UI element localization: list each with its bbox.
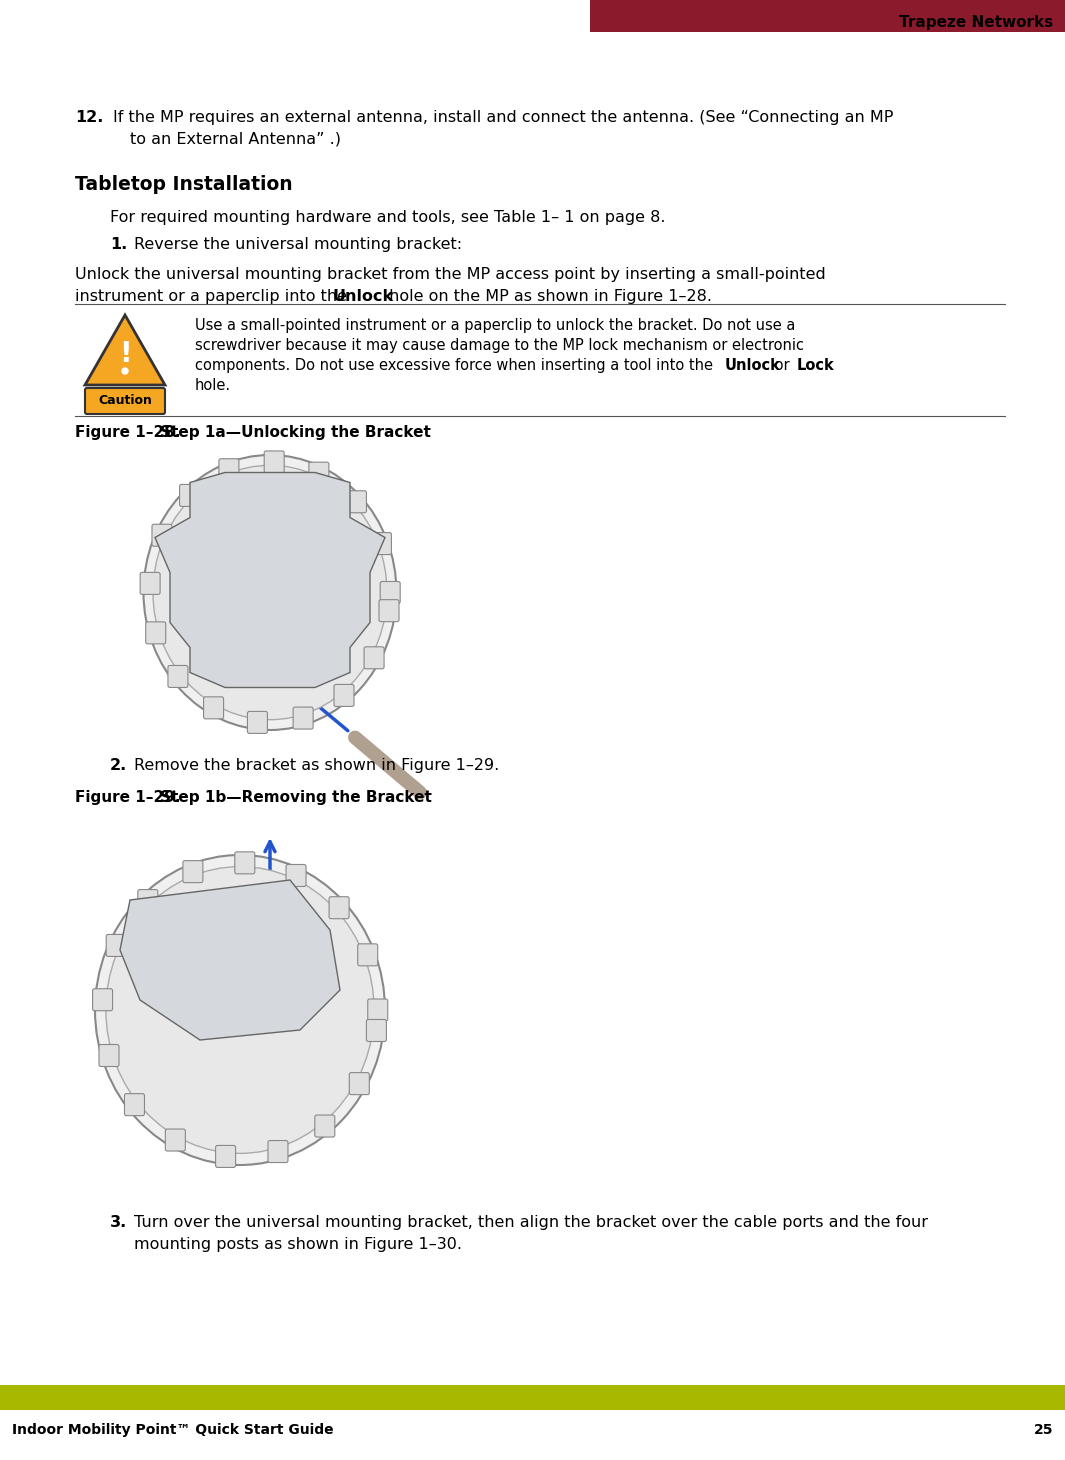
FancyBboxPatch shape	[329, 896, 349, 918]
FancyBboxPatch shape	[380, 581, 400, 603]
FancyBboxPatch shape	[372, 533, 392, 555]
Text: components. Do not use excessive force when inserting a tool into the: components. Do not use excessive force w…	[195, 358, 718, 372]
Text: Lock: Lock	[797, 358, 835, 372]
FancyBboxPatch shape	[349, 1073, 370, 1095]
FancyBboxPatch shape	[309, 463, 329, 485]
Text: Unlock the universal mounting bracket from the MP access point by inserting a sm: Unlock the universal mounting bracket fr…	[75, 267, 825, 282]
Bar	[0, 1386, 1065, 1410]
Text: Step 1a—Unlocking the Bracket: Step 1a—Unlocking the Bracket	[160, 425, 431, 439]
Text: hole on the MP as shown in Figure 1–28.: hole on the MP as shown in Figure 1–28.	[384, 289, 712, 304]
Ellipse shape	[105, 867, 374, 1153]
FancyBboxPatch shape	[168, 666, 187, 688]
FancyBboxPatch shape	[93, 988, 113, 1010]
FancyBboxPatch shape	[379, 600, 399, 622]
Text: hole.: hole.	[195, 378, 231, 393]
FancyBboxPatch shape	[366, 1019, 387, 1041]
FancyBboxPatch shape	[99, 1044, 119, 1066]
Polygon shape	[155, 473, 386, 688]
FancyBboxPatch shape	[334, 685, 354, 707]
FancyBboxPatch shape	[286, 864, 306, 886]
Polygon shape	[85, 315, 165, 385]
FancyBboxPatch shape	[264, 451, 284, 473]
FancyBboxPatch shape	[183, 860, 203, 883]
Text: 12.: 12.	[75, 110, 103, 126]
Text: Turn over the universal mounting bracket, then align the bracket over the cable : Turn over the universal mounting bracket…	[134, 1215, 928, 1229]
Text: mounting posts as shown in Figure 1–30.: mounting posts as shown in Figure 1–30.	[134, 1237, 462, 1253]
Text: or: or	[770, 358, 794, 372]
Bar	[590, 0, 1065, 32]
Polygon shape	[120, 880, 340, 1040]
Text: If the MP requires an external antenna, install and connect the antenna. (See “C: If the MP requires an external antenna, …	[113, 110, 894, 126]
FancyBboxPatch shape	[146, 622, 166, 644]
Text: Figure 1–29.: Figure 1–29.	[75, 790, 180, 804]
FancyBboxPatch shape	[364, 647, 384, 669]
Text: For required mounting hardware and tools, see Table 1– 1 on page 8.: For required mounting hardware and tools…	[110, 210, 666, 225]
Text: Figure 1–28.: Figure 1–28.	[75, 425, 180, 439]
FancyBboxPatch shape	[106, 934, 126, 956]
Text: Unlock: Unlock	[333, 289, 394, 304]
FancyBboxPatch shape	[141, 572, 160, 594]
FancyBboxPatch shape	[180, 485, 199, 507]
Ellipse shape	[153, 466, 387, 720]
Ellipse shape	[95, 856, 386, 1165]
FancyBboxPatch shape	[165, 1129, 185, 1150]
FancyBboxPatch shape	[203, 696, 224, 718]
Text: 2.: 2.	[110, 758, 127, 772]
Text: Reverse the universal mounting bracket:: Reverse the universal mounting bracket:	[134, 237, 462, 253]
FancyBboxPatch shape	[85, 388, 165, 415]
Circle shape	[122, 368, 128, 374]
FancyBboxPatch shape	[358, 943, 378, 967]
Text: Tabletop Installation: Tabletop Installation	[75, 175, 293, 194]
Text: to an External Antenna” .): to an External Antenna” .)	[130, 131, 341, 147]
FancyBboxPatch shape	[268, 1140, 288, 1162]
FancyBboxPatch shape	[215, 1146, 235, 1168]
Text: screwdriver because it may cause damage to the MP lock mechanism or electronic: screwdriver because it may cause damage …	[195, 339, 804, 353]
Text: 1.: 1.	[110, 237, 127, 253]
FancyBboxPatch shape	[219, 458, 239, 480]
FancyBboxPatch shape	[293, 707, 313, 729]
FancyBboxPatch shape	[315, 1115, 334, 1137]
Text: Use a small-pointed instrument or a paperclip to unlock the bracket. Do not use : Use a small-pointed instrument or a pape…	[195, 318, 796, 333]
Text: Remove the bracket as shown in Figure 1–29.: Remove the bracket as shown in Figure 1–…	[134, 758, 499, 772]
Text: Trapeze Networks: Trapeze Networks	[899, 15, 1053, 29]
Text: Step 1b—Removing the Bracket: Step 1b—Removing the Bracket	[160, 790, 432, 804]
Text: Indoor Mobility Point™ Quick Start Guide: Indoor Mobility Point™ Quick Start Guide	[12, 1424, 333, 1437]
Text: Unlock: Unlock	[725, 358, 781, 372]
FancyBboxPatch shape	[152, 524, 171, 546]
FancyBboxPatch shape	[346, 491, 366, 512]
Text: 3.: 3.	[110, 1215, 127, 1229]
FancyBboxPatch shape	[234, 851, 255, 875]
FancyBboxPatch shape	[367, 999, 388, 1021]
FancyBboxPatch shape	[247, 711, 267, 733]
Text: 25: 25	[1033, 1424, 1053, 1437]
Text: Caution: Caution	[98, 394, 152, 407]
FancyBboxPatch shape	[137, 889, 158, 911]
Ellipse shape	[144, 456, 396, 730]
Text: instrument or a paperclip into the: instrument or a paperclip into the	[75, 289, 353, 304]
Text: !: !	[118, 340, 131, 368]
FancyBboxPatch shape	[125, 1094, 145, 1115]
